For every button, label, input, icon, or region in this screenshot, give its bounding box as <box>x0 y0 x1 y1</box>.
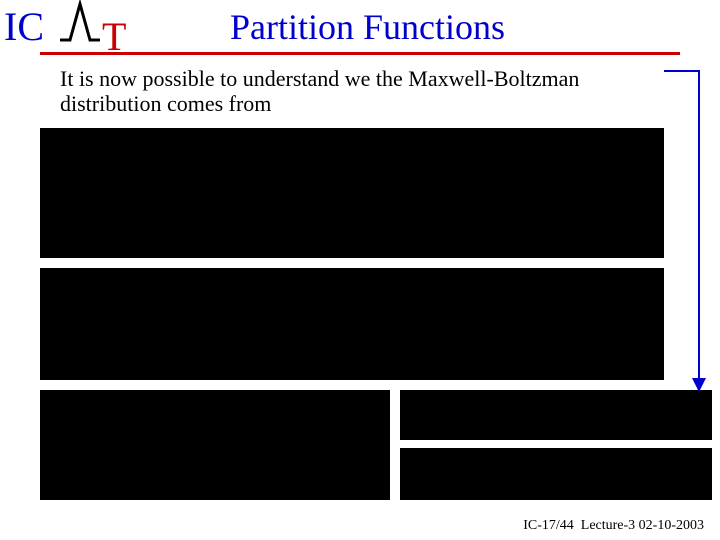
arrow-h-segment <box>664 70 700 72</box>
arrow-v-segment <box>698 70 700 380</box>
black-box-5 <box>400 448 712 500</box>
footer-lecture: Lecture-3 02-10-2003 <box>581 518 704 533</box>
logo-ic: IC <box>4 4 44 49</box>
logo-caret-icon <box>60 4 100 40</box>
title-rule <box>40 52 680 55</box>
icat-logo: IC T <box>0 0 140 56</box>
footer: IC-17/44 Lecture-3 02-10-2003 <box>523 518 704 534</box>
footer-page: IC-17/44 <box>523 518 574 533</box>
slide: IC T Partition Functions It is now possi… <box>0 0 720 540</box>
logo-t: T <box>102 14 126 56</box>
page-title: Partition Functions <box>230 6 505 48</box>
black-box-3 <box>40 390 390 500</box>
black-box-4 <box>400 390 712 440</box>
black-box-2 <box>40 268 664 380</box>
black-box-1 <box>40 128 664 258</box>
arrow-head-icon <box>692 378 706 392</box>
intro-text: It is now possible to understand we the … <box>60 66 660 117</box>
